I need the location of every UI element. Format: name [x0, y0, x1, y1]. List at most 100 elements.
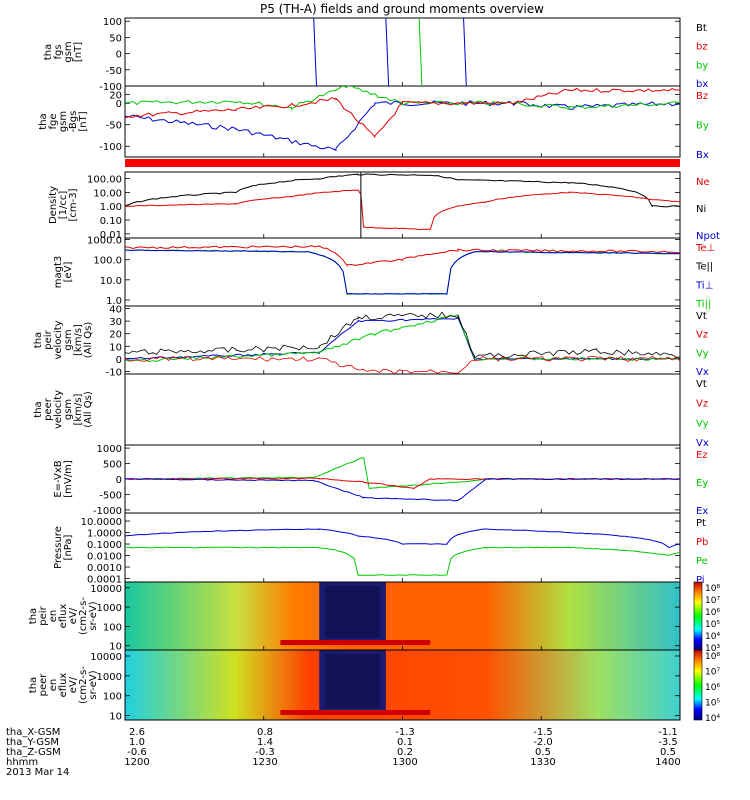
series-pressure-Pe [125, 546, 680, 576]
spectrogram-band [280, 640, 431, 645]
series-peir-Vz [124, 355, 681, 375]
legend-entry: Vx [696, 438, 709, 449]
y-axis-label: (All Qs) [83, 391, 94, 428]
y-tick-label: 1.00 [100, 202, 122, 213]
y-tick-label: -10 [106, 367, 122, 378]
legend-entry: Bz [696, 91, 708, 102]
legend-entry: Bx [696, 150, 709, 161]
y-axis-label: eV/ [68, 676, 79, 693]
series-fge-Bx [125, 100, 680, 152]
y-tick-label: 100 [103, 692, 122, 703]
colorbar-label: 10⁷ [705, 596, 720, 606]
y-tick-label: 500 [103, 460, 122, 471]
y-axis-label: tha [38, 113, 49, 129]
footer-value: 1330 [530, 757, 555, 768]
y-axis-label: tha [33, 332, 44, 348]
y-axis-label: [nPa] [63, 534, 74, 560]
footer-value: 0.2 [397, 747, 413, 758]
legend-entry: Pe [696, 556, 708, 567]
footer-date: 2013 Mar 14 [6, 767, 69, 778]
series-fge-Bz [125, 87, 680, 139]
y-axis-label: eV/ [68, 607, 79, 624]
footer-value: 0.1 [397, 737, 413, 748]
y-axis-label: [km/s] [73, 324, 84, 356]
y-axis-label: gsm [58, 111, 69, 132]
legend-entry: bx [696, 79, 708, 90]
y-tick-label: 0 [116, 50, 122, 61]
colorbar-label: 10⁸ [705, 652, 720, 662]
y-axis-label: Pressure [53, 526, 64, 569]
fgs-spike [463, 17, 467, 87]
y-tick-label: -100 [99, 82, 122, 93]
y-axis-label: (All Qs) [83, 322, 94, 359]
footer-value: -3.5 [658, 737, 678, 748]
series-density-Ne [125, 189, 680, 231]
y-tick-label: 0.1000 [87, 540, 122, 551]
legend-entry: Vz [696, 330, 708, 341]
footer-row-label: hhmm [6, 757, 38, 768]
y-tick-label: 0 [116, 475, 122, 486]
y-axis-label: en [48, 610, 59, 623]
y-tick-label: 1000 [97, 444, 122, 455]
y-axis-label: peir [43, 329, 54, 349]
y-axis-label: magt3 [53, 256, 64, 289]
footer-value: 2.6 [129, 727, 145, 738]
y-axis-label: sr-eV) [88, 601, 99, 630]
colorbar-label: 10⁴ [705, 632, 720, 642]
colorbar-label: 10⁷ [705, 668, 720, 678]
colorbar-label: 10⁶ [705, 683, 720, 693]
footer-value: 1400 [655, 757, 680, 768]
y-axis-label: tha [28, 677, 39, 693]
y-tick-label: 0.0010 [87, 563, 122, 574]
y-tick-label: 20 [109, 91, 122, 102]
colorbar-peer_spec [693, 649, 703, 721]
y-tick-label: 100 [103, 17, 122, 28]
y-axis-label: fge [48, 113, 59, 129]
y-axis-label: velocity [53, 320, 64, 359]
footer-row-label: tha_Y-GSM [6, 737, 59, 748]
y-axis-label: tha [28, 608, 39, 624]
y-axis-label: peer [38, 673, 49, 697]
legend-entry: Pb [696, 537, 708, 548]
y-axis-label: -Bgs [68, 111, 79, 133]
colorbar-label: 10⁶ [705, 608, 720, 618]
y-axis-label: tha [43, 44, 54, 60]
footer-value: 0.5 [660, 747, 676, 758]
series-peir-Vx [125, 317, 680, 361]
legend-entry: Ex [696, 506, 708, 517]
colorbar-label: 10⁸ [705, 584, 720, 594]
y-axis-label: (cm2-s- [78, 666, 89, 704]
legend-entry: Pt [696, 518, 706, 529]
y-tick-label: 1000.0 [87, 236, 122, 247]
footer-value: -0.6 [127, 747, 147, 758]
plot-title: P5 (TH-A) fields and ground moments over… [260, 2, 544, 16]
y-tick-label: -1000 [93, 506, 122, 517]
y-tick-label: 30 [109, 317, 122, 328]
panel-frame [124, 17, 681, 87]
panel-frame [124, 237, 681, 307]
y-axis-label: [cm-3] [68, 188, 79, 221]
y-tick-label: 100.00 [87, 175, 122, 186]
footer-value: 1300 [392, 757, 417, 768]
y-tick-label: 0.0001 [87, 575, 122, 586]
y-axis-label: fgs [53, 44, 64, 59]
legend-entry: Vt [696, 311, 707, 322]
colorbar-label: 10⁴ [705, 714, 720, 724]
footer-value: -1.3 [395, 727, 415, 738]
y-tick-label: -50 [106, 121, 122, 132]
colorbar-label: 10⁵ [705, 699, 720, 709]
spectrogram-gap-core [324, 654, 381, 708]
y-axis-label: (cm2-s- [78, 597, 89, 635]
panel-fgs: 100 50 0 -50 -100 tha fgs gsm [nT] Bt bz by bx [43, 17, 708, 93]
series-peir-Vy [125, 314, 680, 363]
colorbar-label: 10³ [705, 644, 720, 654]
footer-value: 0.5 [535, 747, 551, 758]
y-tick-label: 1000 [97, 672, 122, 683]
panel-density: 100.00 10.00 1.00 0.10 0.01 Density [1/cc] [cm-… [48, 171, 720, 242]
series-density-Ni [125, 173, 680, 208]
panel-frame [124, 373, 681, 446]
